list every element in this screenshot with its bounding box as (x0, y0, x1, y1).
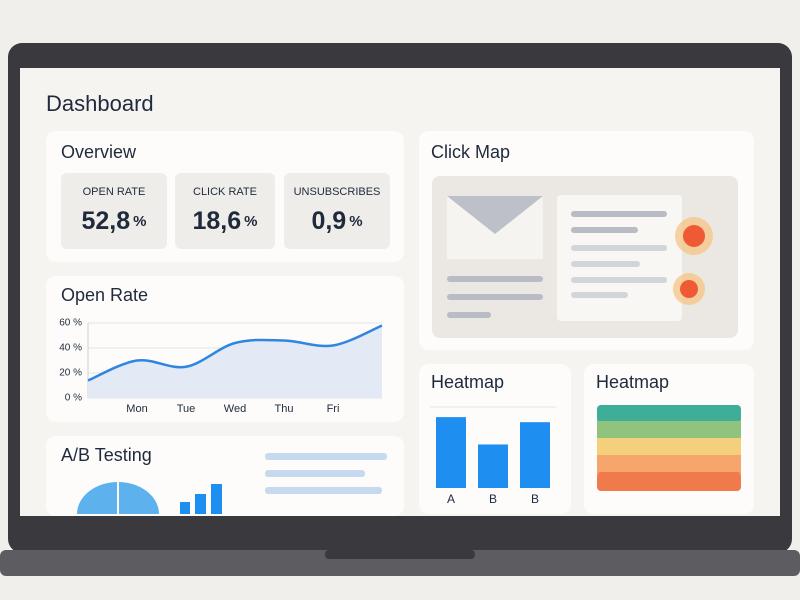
placeholder-line (447, 294, 543, 300)
x-tick-label: Mon (126, 403, 147, 415)
metric-label: CLICK RATE (193, 186, 257, 198)
metric-value: 18,6% (192, 207, 257, 235)
metric-label: OPEN RATE (83, 186, 146, 198)
bar (478, 444, 508, 488)
x-tick-label: B (489, 492, 497, 506)
metric-number: 52,8 (81, 207, 130, 235)
mini-bar (195, 494, 206, 514)
email-body (557, 195, 682, 321)
placeholder-line (571, 261, 640, 267)
laptop-base (0, 550, 800, 576)
metric-label: UNSUBSCRIBES (294, 186, 381, 198)
stripe (597, 405, 741, 423)
placeholder-line (571, 292, 628, 298)
placeholder-line (571, 211, 667, 217)
bar (436, 417, 466, 488)
metric-value: 52,8% (81, 207, 146, 235)
mini-bar (211, 484, 222, 514)
page-title: Dashboard (46, 91, 154, 116)
metric-box (175, 173, 275, 249)
placeholder-line (571, 245, 667, 251)
card-title: Open Rate (61, 285, 148, 305)
placeholder-line (447, 276, 543, 282)
hotspot (680, 280, 698, 298)
mini-bar (180, 502, 190, 514)
card-title: Overview (61, 142, 137, 162)
stripe (597, 455, 741, 474)
card-title: Heatmap (596, 372, 669, 392)
metric-box (284, 173, 390, 249)
line-area (88, 325, 382, 398)
x-tick-label: B (531, 492, 539, 506)
x-tick-label: A (447, 492, 455, 506)
y-tick-label: 20 % (59, 368, 82, 379)
metric-box (61, 173, 167, 249)
laptop-notch (325, 550, 475, 559)
placeholder-line (265, 453, 387, 460)
placeholder-line (571, 227, 638, 233)
placeholder-line (571, 277, 667, 283)
envelope-flap (447, 196, 543, 234)
card-title: A/B Testing (61, 445, 152, 465)
hotspot (683, 225, 705, 247)
metrics: OPEN RATE 52,8 % CLICK RATE 18,6 % UNSUBSCRIBE… (61, 173, 390, 249)
metric-unit: % (349, 213, 362, 230)
line-chart: 0 % 20 % 40 % 60 % Mon Tue Wed Thu Fri (59, 318, 383, 415)
placeholder-line (265, 487, 382, 494)
x-tick-label: Tue (177, 403, 196, 415)
y-tick-label: 40 % (59, 343, 82, 354)
metric-value: 0,9% (311, 207, 362, 235)
bar (520, 422, 550, 488)
placeholder-line (447, 312, 491, 318)
x-tick-label: Wed (224, 403, 246, 415)
x-tick-label: Thu (275, 403, 294, 415)
x-tick-label: Fri (327, 403, 340, 415)
metric-number: 18,6 (192, 207, 241, 235)
stripe (597, 472, 741, 491)
line (87, 324, 383, 382)
card-title: Click Map (431, 142, 510, 162)
metric-unit: % (133, 213, 146, 230)
placeholder-line (265, 470, 365, 477)
metric-unit: % (244, 213, 257, 230)
y-tick-label: 60 % (59, 318, 82, 329)
metric-number: 0,9 (311, 207, 346, 235)
card-title: Heatmap (431, 372, 504, 392)
stripe (597, 438, 741, 457)
y-tick-label: 0 % (65, 393, 82, 404)
stripe (597, 421, 741, 440)
